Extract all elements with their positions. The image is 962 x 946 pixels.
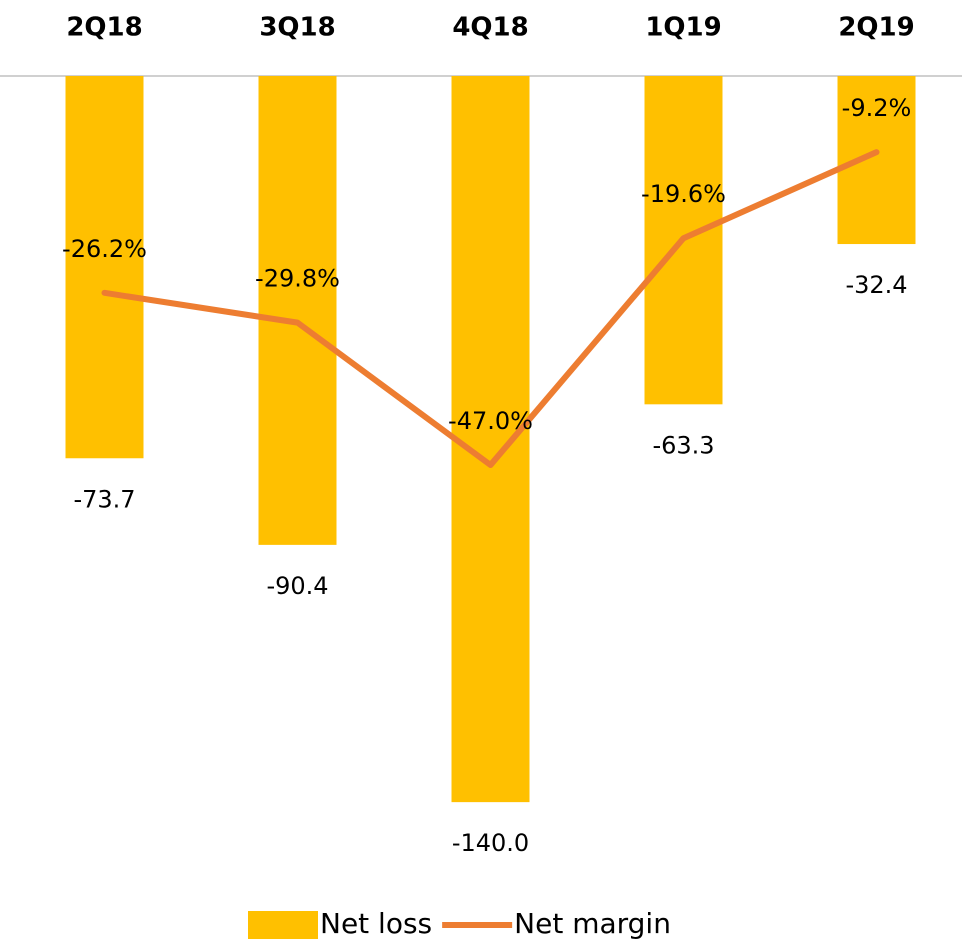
bar	[837, 76, 916, 245]
line-value-label: -9.2%	[842, 94, 912, 122]
bar-value-label: -32.4	[845, 271, 907, 299]
bar-value-label: -90.4	[266, 572, 328, 600]
bar	[258, 76, 337, 545]
bar-value-label: -63.3	[652, 431, 714, 459]
bar-value-label: -73.7	[73, 485, 135, 513]
legend-swatch	[248, 911, 318, 939]
line-value-label: -26.2%	[62, 235, 147, 263]
bar	[451, 76, 530, 803]
x-tick-label: 2Q19	[838, 13, 914, 43]
legend-label: Net loss	[320, 907, 432, 940]
line-value-label: -47.0%	[448, 407, 533, 435]
bar	[65, 76, 144, 459]
line	[101, 149, 880, 468]
x-tick-label: 4Q18	[452, 13, 528, 43]
bar-value-label: -140.0	[452, 829, 529, 857]
legend-label: Net margin	[514, 907, 671, 940]
x-tick-label: 1Q19	[645, 13, 721, 43]
x-tick-label: 2Q18	[66, 13, 142, 43]
line-value-label: -19.6%	[641, 180, 726, 208]
x-tick-label: 3Q18	[259, 13, 335, 43]
line-value-label: -29.8%	[255, 265, 340, 293]
